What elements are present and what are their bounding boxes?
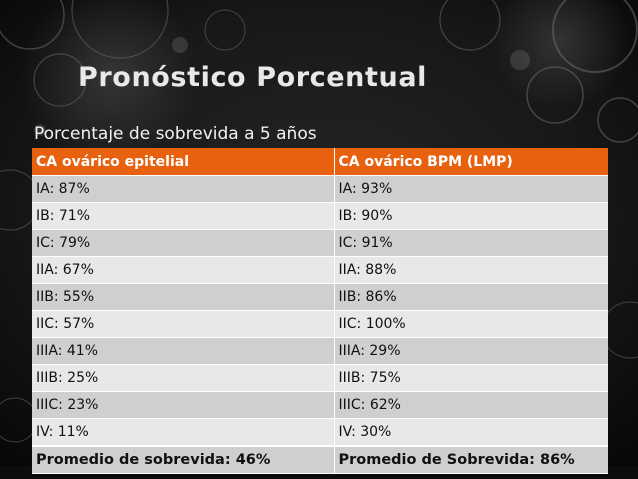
survival-table: CA ovárico epitelial CA ovárico BPM (LMP… (32, 148, 608, 474)
lmp-cell: IIIC: 62% (333, 391, 608, 419)
average-lmp: Promedio de Sobrevida: 86% (333, 445, 608, 474)
table-row: IIIB: 25% IIIB: 75% (32, 364, 608, 392)
header-lmp: CA ovárico BPM (LMP) (333, 148, 608, 176)
table-row: IIIA: 41% IIIA: 29% (32, 337, 608, 365)
lmp-cell: IIA: 88% (333, 256, 608, 284)
average-epithelial: Promedio de sobrevida: 46% (32, 445, 335, 474)
table-row: IA: 87% IA: 93% (32, 175, 608, 203)
slide-title: Pronóstico Porcentual (78, 62, 428, 93)
epithelial-cell: IIIB: 25% (32, 364, 335, 392)
table-row: IIC: 57% IIC: 100% (32, 310, 608, 338)
table-header-row: CA ovárico epitelial CA ovárico BPM (LMP… (32, 148, 608, 176)
epithelial-cell: IIC: 57% (32, 310, 335, 338)
table-row: IB: 71% IB: 90% (32, 202, 608, 230)
lmp-cell: IV: 30% (333, 418, 608, 447)
epithelial-cell: IIB: 55% (32, 283, 335, 311)
epithelial-cell: IIIA: 41% (32, 337, 335, 365)
epithelial-cell: IIIC: 23% (32, 391, 335, 419)
lmp-cell: IB: 90% (333, 202, 608, 230)
table-row: IC: 79% IC: 91% (32, 229, 608, 257)
table-row: IIIC: 23% IIIC: 62% (32, 391, 608, 419)
slide-subtitle: Porcentaje de sobrevida a 5 años (34, 124, 317, 144)
epithelial-cell: IC: 79% (32, 229, 335, 257)
lmp-cell: IIIA: 29% (333, 337, 608, 365)
lmp-cell: IC: 91% (333, 229, 608, 257)
table-row: IV: 11% IV: 30% (32, 418, 608, 447)
epithelial-cell: IIA: 67% (32, 256, 335, 284)
lmp-cell: IIC: 100% (333, 310, 608, 338)
table-row: IIB: 55% IIB: 86% (32, 283, 608, 311)
epithelial-cell: IV: 11% (32, 418, 335, 447)
epithelial-cell: IB: 71% (32, 202, 335, 230)
table-row: IIA: 67% IIA: 88% (32, 256, 608, 284)
lmp-cell: IIIB: 75% (333, 364, 608, 392)
table-footer-row: Promedio de sobrevida: 46% Promedio de S… (32, 445, 608, 474)
lmp-cell: IA: 93% (333, 175, 608, 203)
header-epithelial: CA ovárico epitelial (32, 148, 335, 176)
lmp-cell: IIB: 86% (333, 283, 608, 311)
epithelial-cell: IA: 87% (32, 175, 335, 203)
